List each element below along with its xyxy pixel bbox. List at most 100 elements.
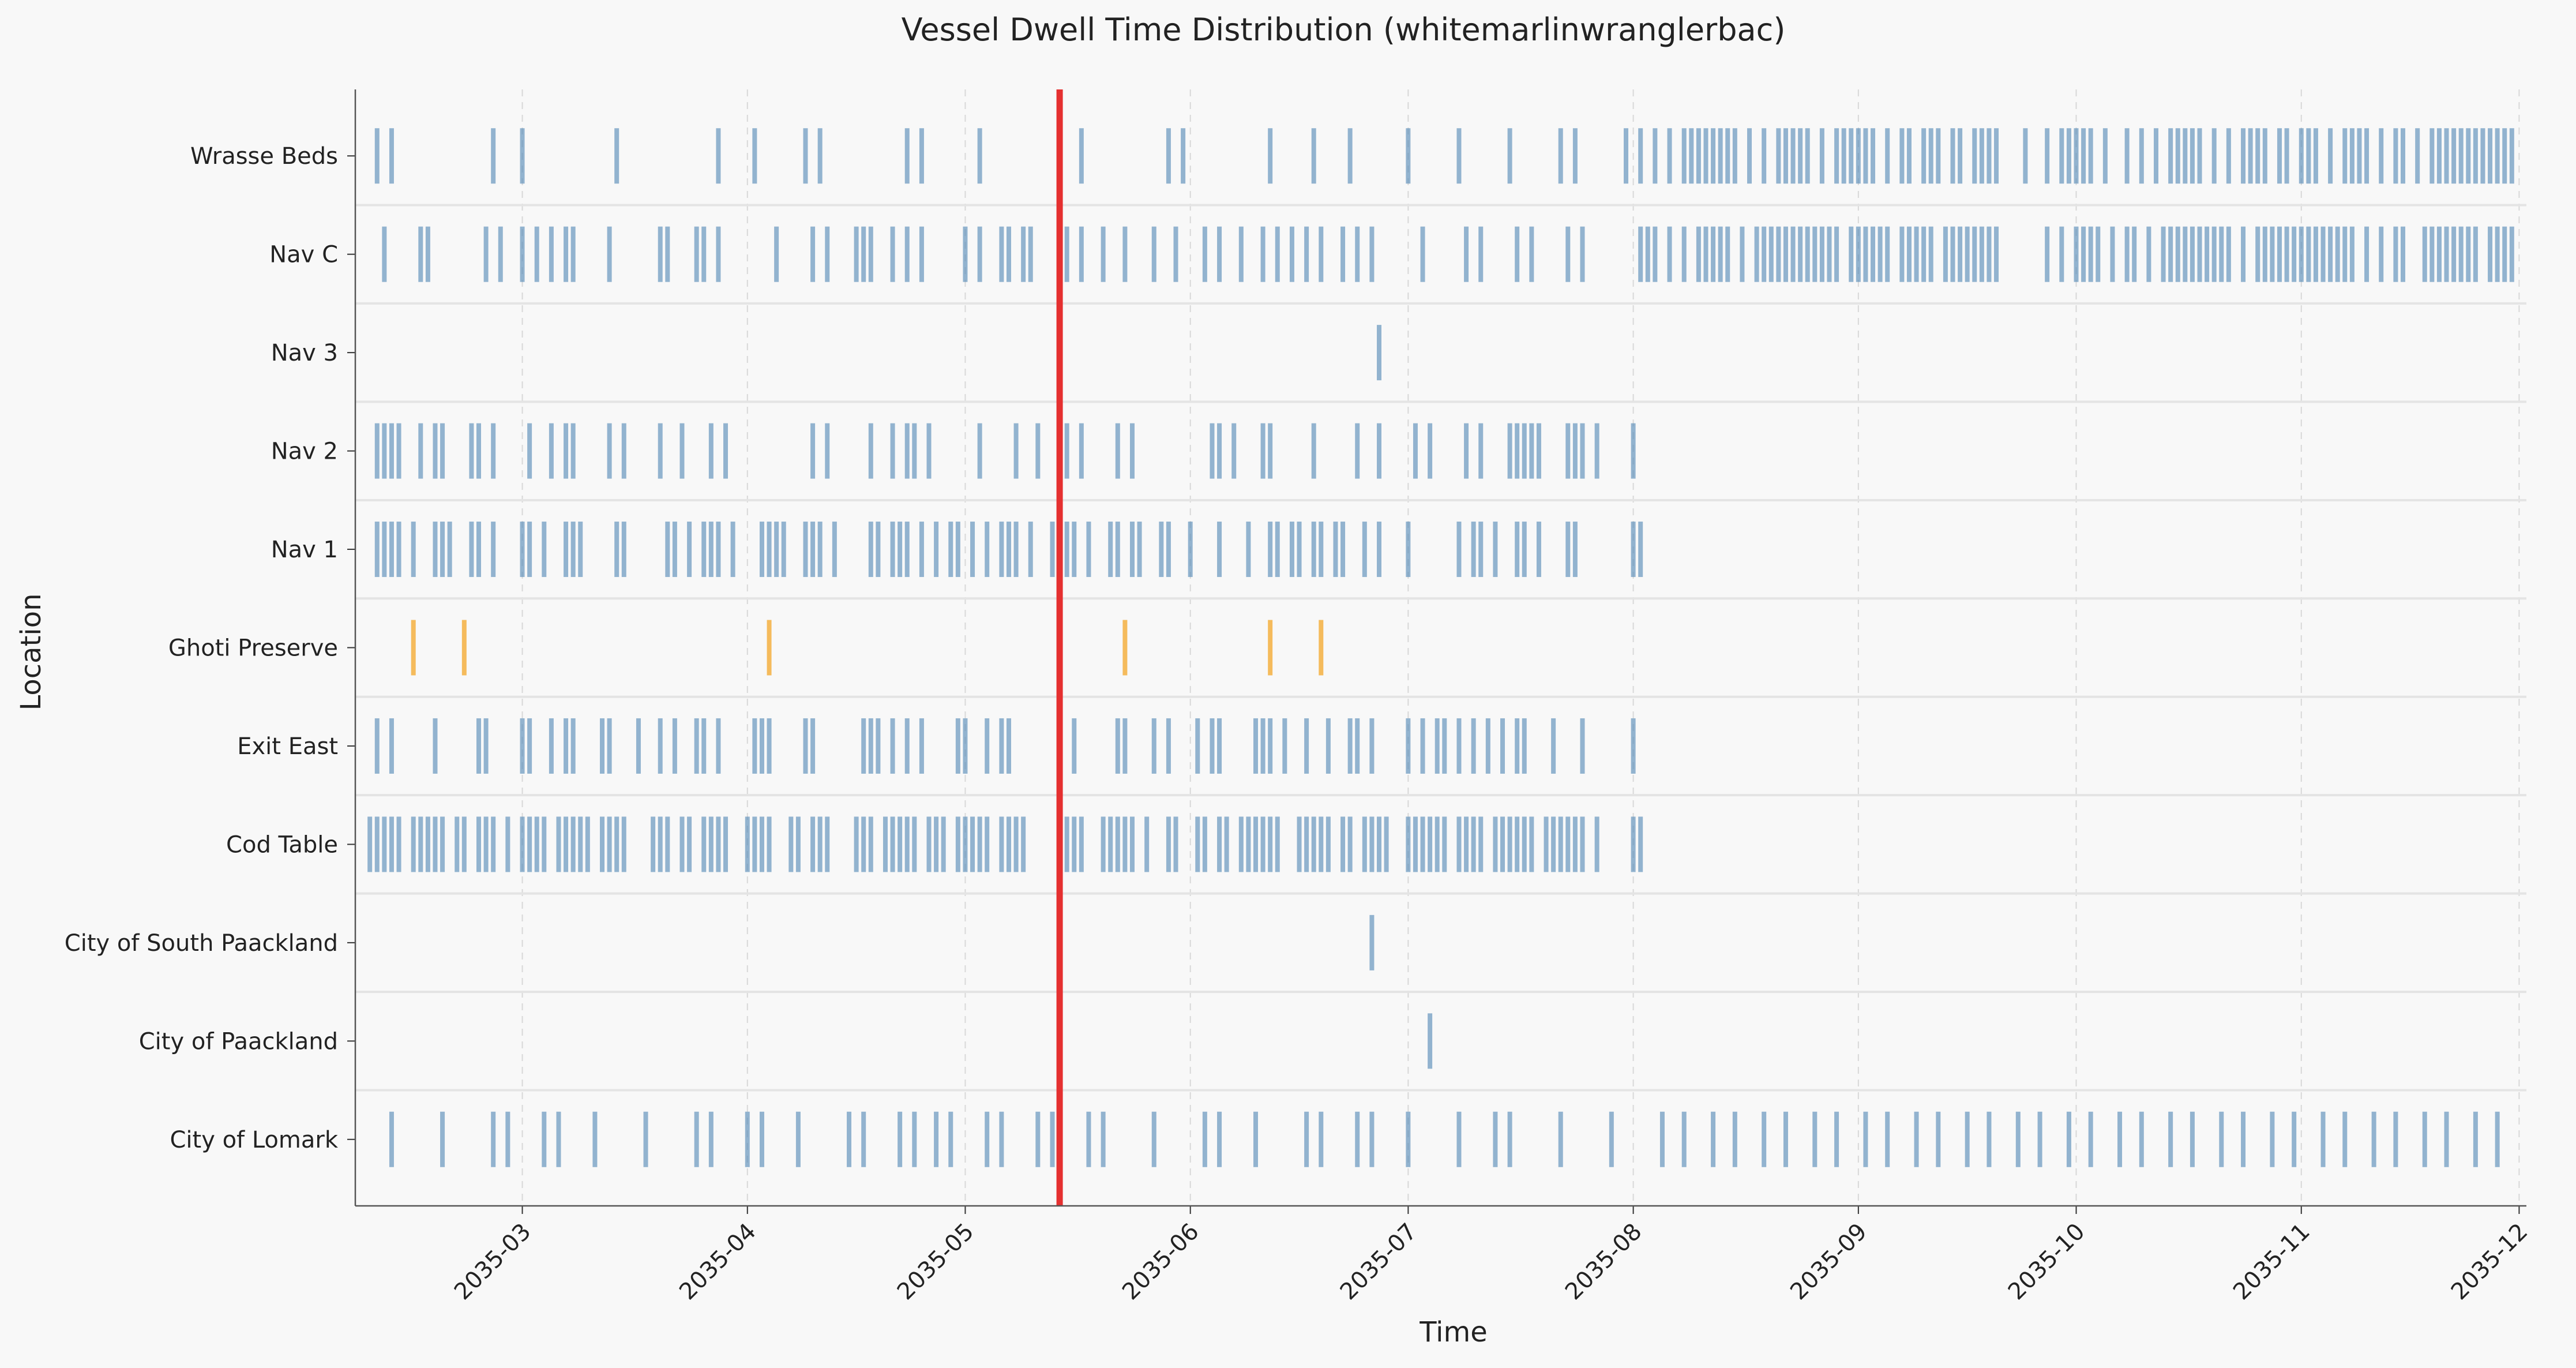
event-mark: [1921, 226, 1927, 282]
event-mark: [1638, 816, 1643, 872]
event-mark: [2183, 226, 2188, 282]
event-mark: [1790, 226, 1796, 282]
event-mark: [1362, 522, 1367, 578]
event-mark: [904, 522, 910, 578]
event-mark: [941, 816, 946, 872]
event-mark: [2139, 128, 2144, 184]
event-mark: [1849, 226, 1854, 282]
event-mark: [1289, 226, 1294, 282]
event-mark: [1979, 128, 1984, 184]
event-mark: [374, 718, 380, 774]
event-mark: [2349, 226, 2355, 282]
event-mark: [1260, 226, 1266, 282]
event-mark: [1768, 226, 1774, 282]
event-mark: [2320, 226, 2326, 282]
event-mark: [1572, 522, 1578, 578]
event-mark: [2393, 128, 2398, 184]
event-mark: [752, 816, 757, 872]
event-mark: [977, 226, 982, 282]
event-mark: [912, 1111, 917, 1167]
event-mark: [1594, 816, 1599, 872]
event-mark: [469, 522, 474, 578]
event-mark: [1798, 226, 1803, 282]
event-mark: [1129, 522, 1135, 578]
event-mark: [890, 718, 895, 774]
event-mark: [1297, 522, 1302, 578]
event-mark: [904, 128, 910, 184]
event-mark: [1072, 718, 1077, 774]
event-mark: [483, 816, 489, 872]
event-mark: [2393, 226, 2398, 282]
event-mark: [1493, 1111, 1498, 1167]
event-mark: [825, 226, 830, 282]
event-mark: [2320, 1111, 2326, 1167]
event-mark: [1994, 128, 1999, 184]
event-mark: [1529, 226, 1534, 282]
event-mark: [1260, 816, 1266, 872]
event-mark: [549, 423, 554, 479]
event-mark: [2400, 128, 2405, 184]
event-mark: [607, 718, 612, 774]
event-mark: [1638, 128, 1643, 184]
event-mark: [1369, 915, 1375, 970]
event-mark: [491, 816, 496, 872]
event-mark: [1877, 226, 1883, 282]
event-mark: [1841, 128, 1846, 184]
event-mark: [1899, 226, 1905, 282]
event-mark: [1101, 1111, 1106, 1167]
event-mark: [2436, 128, 2442, 184]
event-mark: [396, 522, 401, 578]
event-mark: [1732, 128, 1737, 184]
event-mark: [425, 226, 430, 282]
event-mark: [1732, 1111, 1737, 1167]
event-mark: [1086, 522, 1091, 578]
event-mark: [396, 423, 401, 479]
event-mark: [461, 816, 467, 872]
event-mark: [2219, 1111, 2224, 1167]
event-mark: [2458, 128, 2464, 184]
event-mark: [701, 226, 707, 282]
event-mark: [2400, 226, 2405, 282]
event-mark: [2495, 1111, 2500, 1167]
event-mark: [469, 423, 474, 479]
plot-area: 2035-03 2035-04 2035-05 2035-06 2035-07 2035-…: [65, 89, 2533, 1305]
event-mark: [825, 816, 830, 872]
event-mark: [1253, 718, 1258, 774]
event-mark: [1856, 128, 1861, 184]
event-mark: [1442, 718, 1447, 774]
event-mark: [883, 816, 888, 872]
event-mark: [1101, 816, 1106, 872]
event-mark: [585, 816, 590, 872]
event-mark: [890, 423, 895, 479]
event-mark: [1195, 816, 1200, 872]
event-mark: [2379, 128, 2384, 184]
event-mark: [1369, 1111, 1375, 1167]
event-mark: [2059, 226, 2064, 282]
event-mark: [411, 816, 416, 872]
event-mark: [564, 423, 569, 479]
event-mark: [810, 718, 816, 774]
event-mark: [2045, 226, 2050, 282]
event-mark: [2168, 226, 2173, 282]
event-mark: [2364, 226, 2370, 282]
event-mark: [1311, 128, 1316, 184]
event-mark: [1478, 226, 1484, 282]
event-mark: [701, 718, 707, 774]
event-mark: [1340, 226, 1346, 282]
event-mark: [461, 620, 467, 676]
event-mark: [2299, 226, 2304, 282]
event-mark: [564, 718, 569, 774]
event-mark: [2509, 226, 2514, 282]
event-mark: [1703, 226, 1708, 282]
event-mark: [1631, 816, 1636, 872]
event-mark: [1340, 522, 1346, 578]
event-mark: [1406, 1111, 1411, 1167]
event-mark: [1703, 128, 1708, 184]
event-mark: [1376, 325, 1381, 381]
event-mark: [1522, 522, 1527, 578]
event-mark: [876, 718, 881, 774]
event-mark: [1645, 226, 1650, 282]
event-mark: [1319, 816, 1324, 872]
event-mark: [1115, 816, 1120, 872]
event-mark: [919, 718, 924, 774]
